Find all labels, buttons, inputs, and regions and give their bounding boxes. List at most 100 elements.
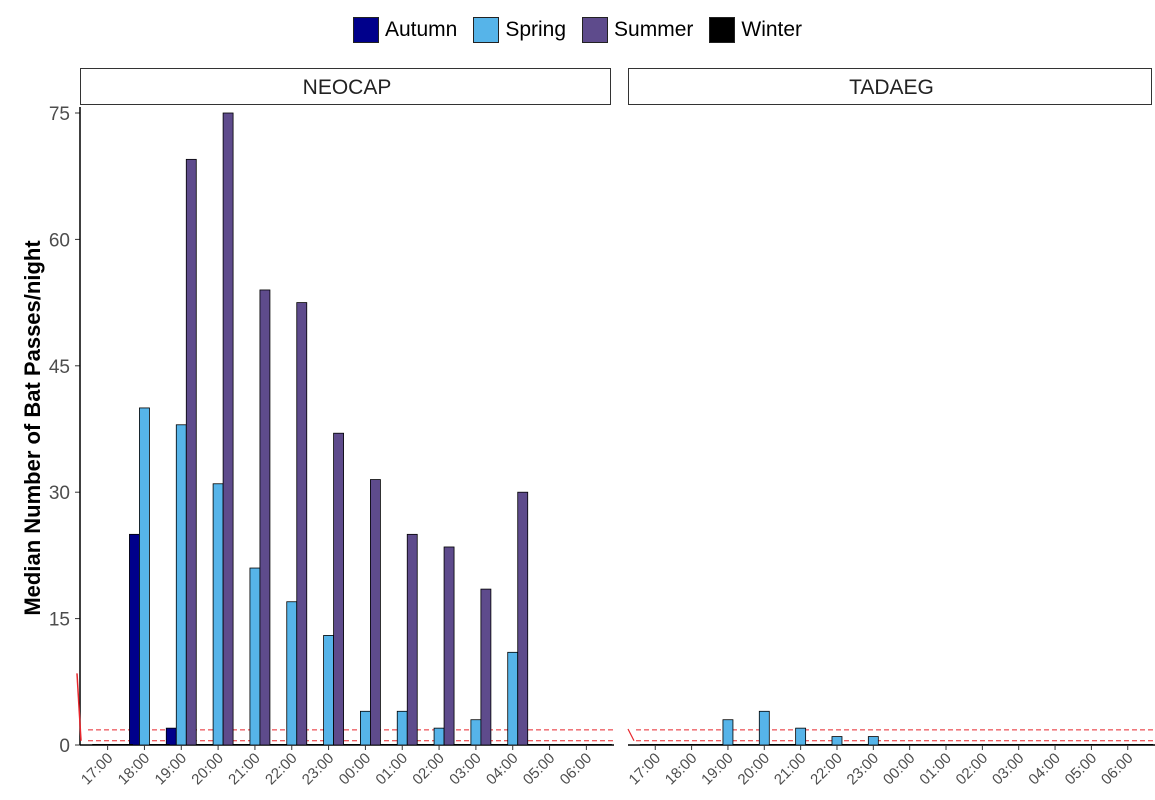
x-tick-label: 04:00 <box>483 750 522 789</box>
bar-neocap-spring-18-00 <box>139 407 150 746</box>
x-tick-label: 03:00 <box>989 750 1028 789</box>
bar-neocap-spring-05-00 <box>544 744 555 746</box>
bar-tadaeg-winter-02-00 <box>996 744 1008 746</box>
bar-tadaeg-summer-03-00 <box>1023 744 1035 746</box>
bar-neocap-spring-20-00 <box>212 483 224 746</box>
bar-tadaeg-spring-02-00 <box>976 744 988 746</box>
legend-item-autumn: Autumn <box>352 17 457 43</box>
x-tick-label: 23:00 <box>299 750 338 789</box>
y-tick-label: 60 <box>49 230 70 251</box>
bar-tadaeg-winter-21-00 <box>815 744 827 746</box>
bar-neocap-winter-21-00 <box>269 744 281 746</box>
bar-neocap-spring-02-00 <box>433 727 445 746</box>
x-tick-label: 02:00 <box>409 750 448 789</box>
legend-swatch-summer <box>582 17 609 43</box>
bar-neocap-summer-01-00 <box>406 533 418 746</box>
bar-tadaeg-spring-04-00 <box>1049 744 1061 746</box>
x-tick-label: 22:00 <box>262 750 301 789</box>
x-tick-label: 06:00 <box>557 750 596 789</box>
bar-neocap-spring-23-00 <box>323 635 334 746</box>
bar-neocap-autumn-17-00 <box>92 744 104 746</box>
x-tick-label: 06:00 <box>1098 750 1137 789</box>
legend-swatch-winter <box>709 17 736 43</box>
facet-strip <box>628 68 1152 105</box>
legend-swatch-spring <box>473 17 500 43</box>
bar-neocap-spring-06-00 <box>580 744 592 746</box>
bar-neocap-summer-00-00 <box>370 479 381 746</box>
bar-tadaeg-spring-03-00 <box>1013 744 1025 746</box>
x-tick-label: 05:00 <box>520 750 559 789</box>
bar-tadaeg-winter-01-00 <box>960 744 972 746</box>
bar-neocap-spring-21-00 <box>249 567 261 746</box>
bar-tadaeg-summer-18-00 <box>696 744 708 746</box>
legend-label-summer: Summer <box>614 18 694 41</box>
bar-tadaeg-winter-00-00 <box>924 744 936 746</box>
bar-neocap-winter-20-00 <box>232 744 244 746</box>
bar-tadaeg-summer-23-00 <box>877 744 889 746</box>
bar-neocap-winter-18-00 <box>159 744 170 746</box>
bar-tadaeg-summer-05-00 <box>1095 744 1107 746</box>
bar-neocap-summer-04-00 <box>517 491 529 746</box>
bar-neocap-spring-19-00 <box>175 424 187 746</box>
legend-label-winter: Winter <box>741 18 803 41</box>
bar-tadaeg-spring-01-00 <box>940 744 952 746</box>
bar-tadaeg-winter-06-00 <box>1142 744 1154 746</box>
bar-tadaeg-spring-17-00 <box>649 744 661 746</box>
x-tick-label: 22:00 <box>807 750 846 789</box>
bar-tadaeg-winter-22-00 <box>851 744 863 746</box>
x-tick-label: 17:00 <box>626 750 665 789</box>
x-tick-label: 19:00 <box>152 750 191 789</box>
bar-tadaeg-summer-01-00 <box>950 744 962 746</box>
bar-tadaeg-spring-00-00 <box>904 744 916 746</box>
bar-tadaeg-winter-18-00 <box>706 744 718 746</box>
bar-tadaeg-spring-06-00 <box>1122 744 1134 746</box>
bar-neocap-winter-17-00 <box>122 744 134 746</box>
legend-label-spring: Spring <box>505 18 567 41</box>
facet-strip-label-tadaeg: TADAEG <box>849 76 934 99</box>
bar-tadaeg-summer-02-00 <box>986 744 998 746</box>
bar-tadaeg-autumn-17-00 <box>639 744 651 746</box>
facet-strip <box>80 68 611 105</box>
bar-tadaeg-spring-22-00 <box>831 736 843 746</box>
bar-tadaeg-spring-19-00 <box>722 719 734 746</box>
bar-neocap-winter-04-00 <box>527 744 539 746</box>
x-tick-label: 20:00 <box>188 750 227 789</box>
y-tick-label: 45 <box>49 357 70 378</box>
x-tick-label: 17:00 <box>78 750 117 789</box>
trend-line <box>627 728 635 742</box>
legend-item-summer: Summer <box>582 17 693 43</box>
bar-tadaeg-summer-19-00 <box>732 744 744 746</box>
x-tick-label: 04:00 <box>1025 750 1064 789</box>
bar-neocap-summer-18-00 <box>149 744 160 746</box>
bar-neocap-summer-22-00 <box>296 302 308 746</box>
bar-neocap-winter-02-00 <box>453 744 465 746</box>
bar-tadaeg-winter-20-00 <box>778 744 790 746</box>
x-tick-label: 23:00 <box>844 750 883 789</box>
bar-neocap-spring-17-00 <box>102 744 114 746</box>
bar-tadaeg-summer-06-00 <box>1132 744 1144 746</box>
bar-neocap-spring-22-00 <box>286 601 298 746</box>
bar-tadaeg-summer-17-00 <box>659 744 671 746</box>
bar-tadaeg-winter-23-00 <box>887 744 899 746</box>
bar-neocap-summer-23-00 <box>333 432 344 746</box>
bar-neocap-spring-00-00 <box>360 710 371 746</box>
bar-neocap-winter-01-00 <box>416 744 428 746</box>
bar-neocap-summer-17-00 <box>112 744 124 746</box>
bar-tadaeg-winter-19-00 <box>742 744 754 746</box>
bar-tadaeg-summer-21-00 <box>805 744 817 746</box>
bar-neocap-summer-19-00 <box>185 158 197 746</box>
x-tick-label: 19:00 <box>698 750 737 789</box>
y-tick-label: 15 <box>49 610 70 631</box>
y-tick-label: 0 <box>59 736 70 757</box>
bar-tadaeg-winter-17-00 <box>669 744 681 746</box>
y-axis-title: Median Number of Bat Passes/night <box>20 240 45 616</box>
bar-tadaeg-winter-05-00 <box>1105 744 1117 746</box>
bar-tadaeg-winter-03-00 <box>1033 744 1045 746</box>
legend-swatch-autumn <box>352 17 379 43</box>
bar-neocap-winter-00-00 <box>380 744 391 746</box>
bar-neocap-summer-03-00 <box>480 588 492 746</box>
legend: Autumn Spring Summer Winter <box>0 14 1155 46</box>
bar-neocap-winter-05-00 <box>564 744 575 746</box>
bar-neocap-winter-06-00 <box>600 744 612 746</box>
y-tick-label: 30 <box>49 483 70 504</box>
